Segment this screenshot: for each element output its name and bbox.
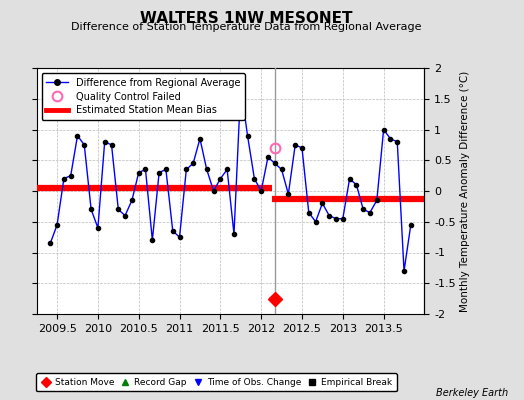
- Text: Berkeley Earth: Berkeley Earth: [436, 388, 508, 398]
- Legend: Station Move, Record Gap, Time of Obs. Change, Empirical Break: Station Move, Record Gap, Time of Obs. C…: [36, 374, 397, 392]
- Text: Difference of Station Temperature Data from Regional Average: Difference of Station Temperature Data f…: [71, 22, 421, 32]
- Legend: Difference from Regional Average, Quality Control Failed, Estimated Station Mean: Difference from Regional Average, Qualit…: [41, 73, 245, 120]
- Y-axis label: Monthly Temperature Anomaly Difference (°C): Monthly Temperature Anomaly Difference (…: [460, 70, 470, 312]
- Text: WALTERS 1NW MESONET: WALTERS 1NW MESONET: [140, 11, 353, 26]
